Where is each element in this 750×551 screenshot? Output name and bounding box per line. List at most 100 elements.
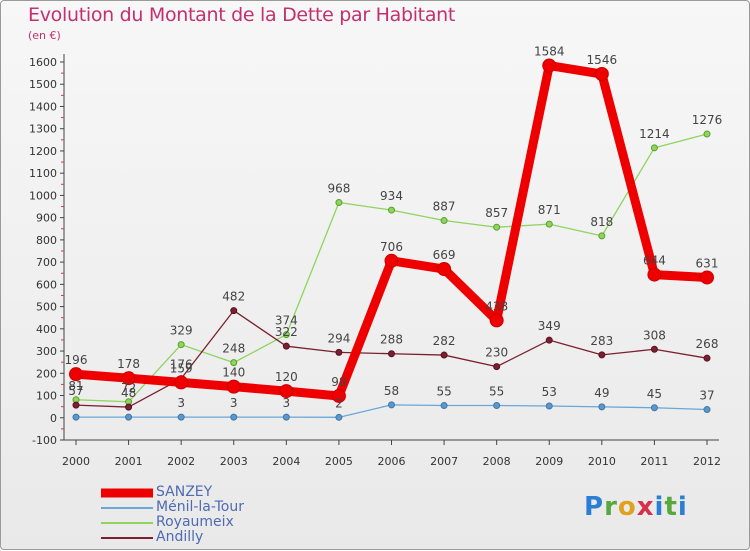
chart-title: Evolution du Montant de la Dette par Hab…	[28, 4, 456, 26]
data-label-menil-la-tour: 49	[594, 386, 609, 400]
data-point-andilly	[230, 307, 238, 315]
data-point-andilly	[72, 401, 80, 409]
data-point-menil-la-tour	[650, 404, 658, 412]
legend-item: Ménil-la-Tour	[101, 500, 244, 515]
data-label-royaumeix: 857	[485, 206, 508, 220]
y-tick-label: 1600	[29, 56, 57, 69]
data-label-royaumeix: 934	[380, 189, 403, 203]
data-label-sanzey: 98	[331, 375, 346, 389]
data-point-sanzey	[700, 270, 714, 285]
data-point-sanzey	[594, 67, 609, 82]
x-tick-label: 2012	[693, 455, 721, 468]
data-point-sanzey	[69, 367, 83, 382]
data-label-royaumeix: 1276	[692, 113, 723, 127]
proxiti-logo: Proxiti	[584, 492, 688, 522]
data-label-menil-la-tour: 45	[647, 387, 662, 401]
x-tick-label: 2008	[483, 455, 511, 468]
y-tick-label: 1000	[29, 189, 57, 202]
data-point-royaumeix	[493, 223, 501, 231]
x-tick-label: 2006	[378, 455, 406, 468]
data-point-royaumeix	[282, 331, 290, 339]
data-point-andilly	[650, 345, 658, 353]
y-tick-label: 600	[36, 278, 57, 291]
y-tick-label: 700	[36, 256, 57, 269]
data-point-sanzey	[226, 379, 241, 394]
data-label-andilly: 308	[643, 328, 666, 342]
data-label-sanzey: 438	[485, 299, 508, 313]
data-label-menil-la-tour: 37	[699, 389, 714, 403]
y-tick-label: 300	[36, 345, 57, 358]
data-point-andilly	[493, 363, 501, 371]
data-label-menil-la-tour: 55	[489, 385, 504, 399]
data-point-royaumeix	[230, 359, 238, 367]
data-label-sanzey: 140	[222, 366, 245, 380]
data-label-andilly: 230	[485, 346, 508, 360]
x-tick-label: 2011	[640, 455, 668, 468]
y-tick-label: 800	[36, 234, 57, 247]
data-point-andilly	[440, 351, 448, 359]
data-point-andilly	[545, 336, 553, 344]
legend-label: Ménil-la-Tour	[156, 499, 244, 515]
y-tick-label: 200	[36, 367, 57, 380]
data-point-royaumeix	[703, 130, 711, 138]
data-label-royaumeix: 871	[538, 203, 561, 217]
x-tick-label: 2001	[115, 455, 143, 468]
data-label-royaumeix: 81	[68, 379, 83, 393]
legend-label: Andilly	[156, 529, 204, 545]
legend-item: Royaumeix	[101, 515, 244, 530]
data-point-royaumeix	[335, 199, 343, 207]
data-label-sanzey: 159	[170, 361, 193, 375]
x-tick-label: 2000	[62, 455, 90, 468]
y-tick-label: 100	[36, 390, 57, 403]
y-tick-label: 1400	[29, 100, 57, 113]
x-tick-label: 2004	[272, 455, 300, 468]
x-tick-label: 2005	[325, 455, 353, 468]
data-point-menil-la-tour	[335, 413, 343, 421]
x-tick-label: 2009	[535, 455, 563, 468]
data-label-andilly: 288	[380, 333, 403, 347]
x-tick-label: 2010	[588, 455, 616, 468]
data-point-sanzey	[331, 388, 346, 403]
data-label-sanzey: 706	[380, 240, 403, 254]
data-label-menil-la-tour: 3	[177, 396, 185, 410]
data-point-menil-la-tour	[125, 413, 133, 421]
y-tick-label: 1300	[29, 123, 57, 136]
data-point-sanzey	[279, 384, 294, 399]
data-label-sanzey: 644	[643, 254, 666, 268]
data-label-andilly: 176	[170, 358, 193, 372]
x-tick-label: 2002	[167, 455, 195, 468]
data-point-sanzey	[174, 375, 189, 390]
data-label-andilly: 482	[222, 290, 245, 304]
data-label-royaumeix: 968	[327, 182, 350, 196]
data-label-andilly: 48	[121, 386, 136, 400]
data-point-royaumeix	[545, 220, 553, 228]
data-label-sanzey: 631	[696, 256, 719, 270]
data-point-menil-la-tour	[282, 413, 290, 421]
data-label-andilly: 283	[590, 334, 613, 348]
data-label-sanzey: 669	[433, 248, 456, 262]
data-label-royaumeix: 248	[222, 342, 245, 356]
data-point-royaumeix	[177, 341, 185, 349]
data-label-sanzey: 120	[275, 370, 298, 384]
data-point-royaumeix	[598, 232, 606, 240]
data-label-andilly: 294	[327, 331, 350, 345]
data-point-royaumeix	[440, 217, 448, 225]
legend-item: Andilly	[101, 530, 244, 545]
data-label-menil-la-tour: 55	[436, 385, 451, 399]
data-point-menil-la-tour	[177, 413, 185, 421]
data-label-menil-la-tour: 2	[335, 396, 343, 410]
data-point-sanzey	[542, 58, 557, 73]
data-label-royaumeix: 1214	[639, 127, 670, 141]
data-point-menil-la-tour	[388, 401, 395, 409]
data-label-andilly: 57	[68, 384, 83, 398]
data-point-menil-la-tour	[493, 402, 501, 410]
data-point-menil-la-tour	[72, 413, 80, 421]
data-label-andilly: 349	[538, 319, 561, 333]
data-point-andilly	[388, 350, 395, 358]
legend: SANZEY Ménil-la-Tour Royaumeix Andilly	[101, 485, 244, 545]
data-label-menil-la-tour: 53	[542, 385, 557, 399]
data-point-royaumeix	[650, 144, 658, 152]
data-point-sanzey	[384, 253, 399, 268]
